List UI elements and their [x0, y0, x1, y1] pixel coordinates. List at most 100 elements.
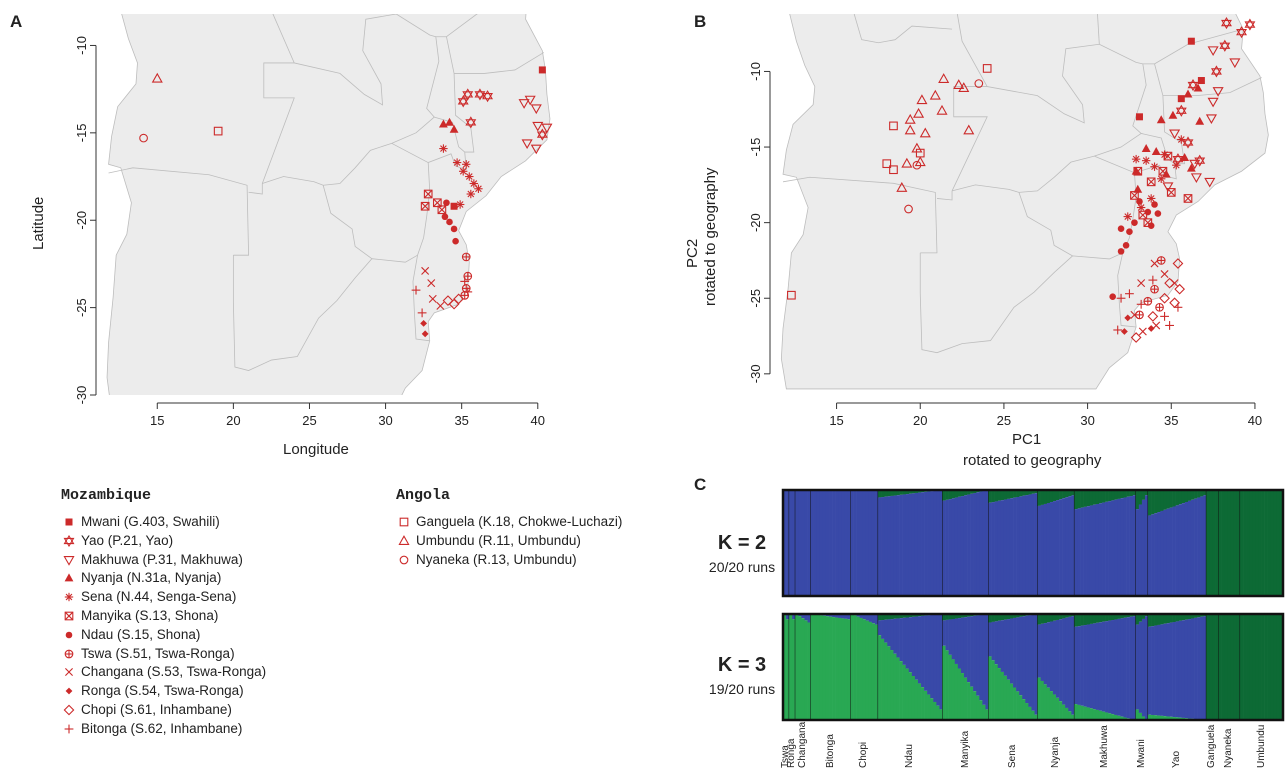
panel-b-data-point — [904, 113, 916, 124]
panel-a-data-point — [421, 330, 429, 338]
admixture-bar-segment — [1135, 624, 1140, 710]
admixture-bar-segment — [1270, 614, 1275, 720]
admixture-bar-segment — [871, 614, 876, 624]
admixture-bar-segment — [841, 618, 845, 720]
legend-mozambique-item: Ronga (S.54, Tswa-Ronga) — [63, 682, 266, 701]
admixture-bar-segment — [825, 616, 830, 720]
panel-b-data-point — [1165, 321, 1174, 330]
admixture-bar-segment — [1040, 614, 1045, 624]
admixture-bar-segment — [1111, 614, 1115, 621]
panel-a-data-point — [463, 287, 473, 297]
panel-b-data-point — [1147, 222, 1155, 229]
admixture-bar-segment — [884, 496, 888, 596]
legend-marker-icon — [65, 518, 73, 526]
admixture-bar-segment — [1059, 701, 1063, 720]
admixture-bar-segment — [1129, 614, 1133, 617]
admixture-bar-segment — [930, 491, 934, 596]
admixture-bar-segment — [939, 614, 943, 710]
admixture-bar-segment — [924, 690, 928, 720]
admixture-bar-segment — [1068, 616, 1072, 712]
legend-mozambique-item: Nyanja (N.31a, Nyanja) — [63, 569, 266, 588]
admixture-bar-segment — [1043, 614, 1048, 624]
admixture-bar-segment — [985, 614, 989, 710]
admixture-bar-segment — [865, 614, 870, 621]
admixture-bar-segment — [1120, 618, 1124, 717]
legend-marker-icon — [399, 555, 409, 564]
admixture-bar-segment — [1184, 502, 1189, 596]
legend-angola-item: Ganguela (K.18, Chokwe-Luchazi) — [398, 513, 622, 532]
admixture-bar-segment — [908, 614, 913, 618]
panel-a-border-line — [446, 36, 455, 74]
admixture-bar-segment — [1105, 490, 1109, 502]
panel-b-data-point — [1150, 284, 1159, 294]
panel-a-data-point — [427, 279, 436, 288]
legend-marker-shape — [64, 592, 74, 602]
legend-mozambique-item-label: Tswa (S.51, Tswa-Ronga) — [81, 645, 235, 661]
panel-b-data-point — [1146, 194, 1156, 203]
admixture-bar-segment — [1056, 500, 1060, 596]
admixture-bar-segment — [942, 614, 946, 621]
panel-b-y-tick-label: -10 — [748, 62, 763, 81]
admixture-bar-segment — [1144, 495, 1149, 596]
admixture-bar-segment — [1178, 614, 1183, 621]
admixture-bar-segment — [1111, 500, 1115, 596]
admixture-bar-segment — [1157, 614, 1161, 625]
admixture-bar-segment — [859, 617, 864, 720]
admixture-bar-segment — [850, 614, 854, 720]
admixture-bar-segment — [1062, 618, 1066, 705]
legend-mozambique-list: Mwani (G.403, Swahili) Yao (P.21, Yao) Mak… — [63, 513, 266, 739]
admixture-bar-segment — [835, 490, 839, 596]
panel-a-data-point — [450, 202, 458, 210]
admixture-bar-segment — [896, 657, 900, 720]
population-label: Ganguela — [1206, 724, 1218, 768]
admixture-bar-segment — [1052, 490, 1057, 502]
admixture-bar-segment — [1062, 704, 1066, 720]
legend-angola-item: Umbundu (R.11, Umbundu) — [398, 532, 622, 551]
admixture-bar-segment — [1129, 490, 1133, 497]
admixture-bar-segment — [982, 704, 986, 720]
admixture-bar-segment — [896, 495, 900, 596]
admixture-bar-segment — [890, 490, 894, 496]
admixture-bar-segment — [1240, 490, 1244, 596]
panel-b-data-point — [1164, 277, 1175, 289]
admixture-bar-segment — [1227, 490, 1232, 596]
admixture-bar-segment — [875, 490, 879, 596]
admixture-bar-segment — [1233, 614, 1238, 720]
admixture-bar-segment — [1233, 490, 1238, 596]
admixture-bar-segment — [1175, 614, 1180, 622]
admixture-bar-segment — [1187, 490, 1192, 501]
admixture-bar-segment — [1141, 716, 1146, 720]
admixture-frame — [781, 488, 1285, 598]
admixture-bar-segment — [1135, 490, 1140, 510]
legend-marker-shape — [63, 704, 75, 716]
admixture-bar-segment — [911, 490, 916, 494]
panel-b-data-point — [1130, 332, 1142, 343]
admixture-bar-segment — [847, 490, 851, 596]
admixture-bar-segment — [1267, 490, 1272, 596]
panel-b-data-point — [1189, 159, 1201, 170]
admixture-bar-segment — [1258, 614, 1262, 720]
admixture-bar-segment — [1160, 614, 1164, 625]
admixture-bar-segment — [1013, 617, 1017, 688]
admixture-bar-segment — [1261, 614, 1265, 720]
admixture-bar-segment — [1252, 614, 1256, 720]
admixture-bar-segment — [945, 490, 949, 500]
admixture-bar-segment — [1148, 626, 1152, 715]
admixture-bar-segment — [1221, 614, 1226, 720]
panel-b-data-point — [912, 160, 922, 170]
admixture-bar-segment — [1019, 614, 1023, 617]
panel-b-data-point — [901, 157, 913, 168]
panel-b-data-point — [1109, 293, 1116, 301]
admixture-bar-segment — [1261, 490, 1265, 596]
admixture-bar-segment — [1148, 515, 1152, 596]
admixture-bar-segment — [970, 490, 974, 494]
admixture-bar-segment — [887, 646, 891, 720]
admixture-bar-segment — [1129, 496, 1133, 596]
admixture-bar-segment — [994, 490, 999, 502]
panel-b-data-point — [1135, 113, 1143, 121]
admixture-bar-segment — [1031, 490, 1035, 494]
admixture-bar-segment — [988, 656, 992, 720]
admixture-bar-segment — [1111, 620, 1115, 715]
panel-b-y-tick-label: -20 — [748, 213, 763, 232]
population-label: Sena — [1007, 744, 1019, 768]
